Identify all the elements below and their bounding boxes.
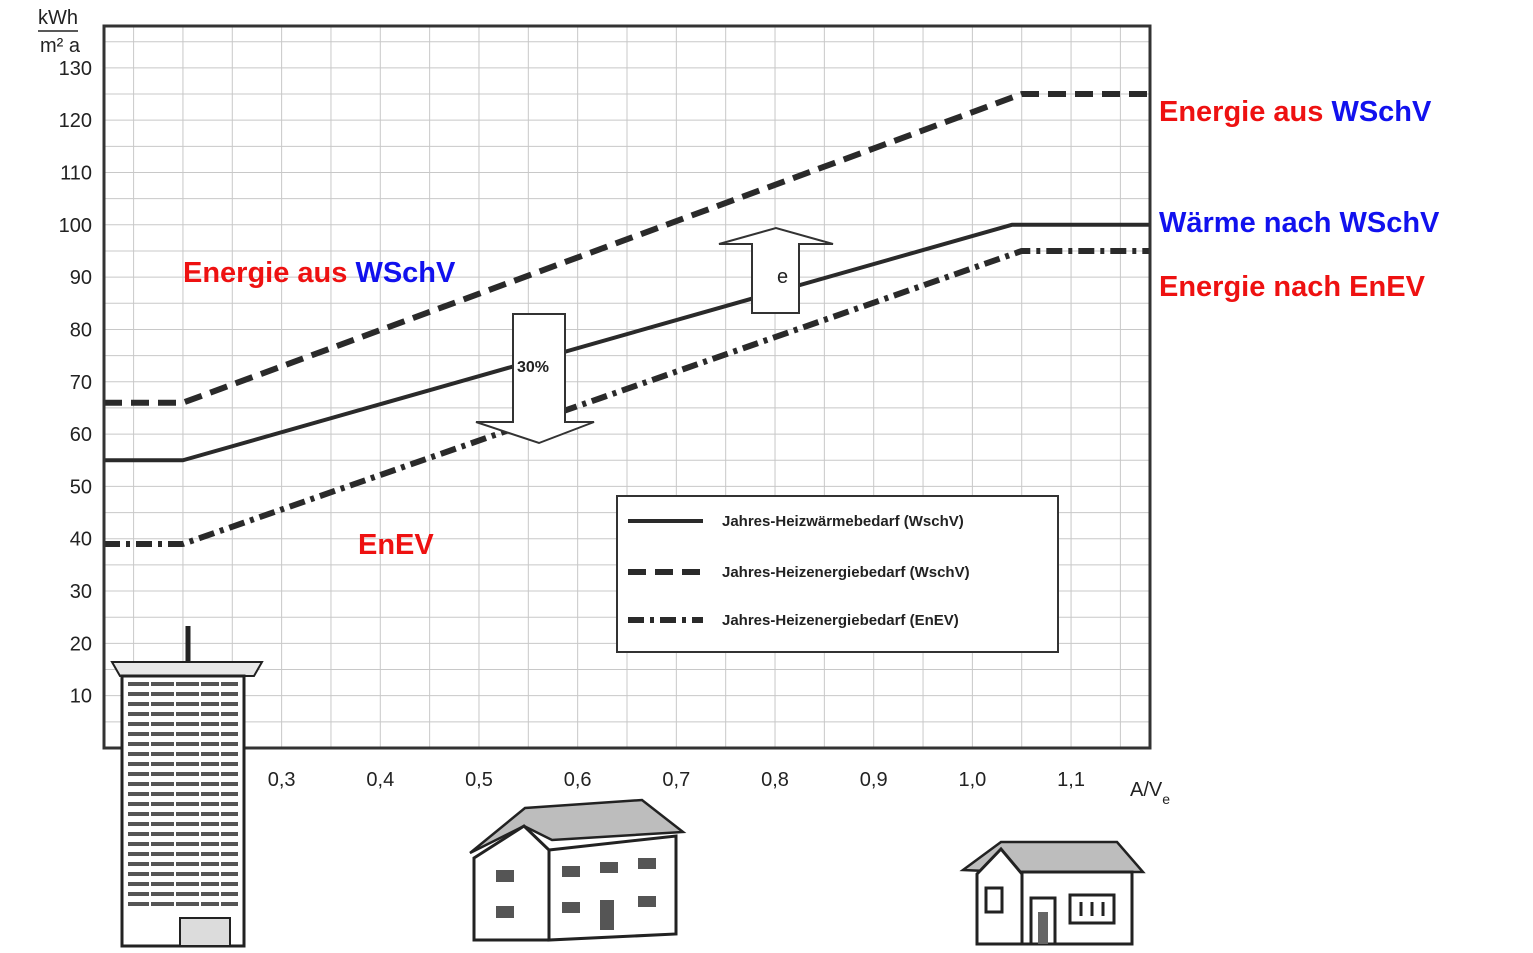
y-unit-denominator: m² a bbox=[40, 35, 81, 57]
annotation-waerme-right: Wärme nach WSchV bbox=[1159, 207, 1440, 239]
x-tick-label: 0,7 bbox=[662, 769, 690, 791]
annotation-energie-enev-right: Energie nach EnEV bbox=[1159, 271, 1426, 303]
legend-entry-2: Jahres-Heizenergiebedarf (WschV) bbox=[722, 564, 970, 581]
y-tick-label: 100 bbox=[59, 215, 92, 237]
legend-entry-1: Jahres-Heizwärmebedarf (WschV) bbox=[722, 513, 964, 530]
annotation-energie-aus-right: Energie aus WSchV bbox=[1159, 96, 1432, 128]
y-tick-label: 20 bbox=[70, 633, 92, 655]
series-line-solid bbox=[104, 222, 1150, 463]
y-tick-label: 90 bbox=[70, 267, 92, 289]
series-group bbox=[104, 91, 1150, 547]
y-tick-label: 80 bbox=[70, 319, 92, 341]
y-unit-numerator: kWh bbox=[38, 7, 78, 29]
x-tick-label: 0,3 bbox=[268, 769, 296, 791]
y-tick-label: 10 bbox=[70, 686, 92, 708]
difference-arrow-label: e bbox=[777, 266, 788, 288]
y-tick-label: 130 bbox=[59, 58, 92, 80]
y-tick-label: 30 bbox=[70, 581, 92, 603]
series-line-dashdot bbox=[104, 247, 1150, 547]
annotation-energie-aus-left: Energie aus WSchV bbox=[183, 257, 456, 289]
y-tick-label: 70 bbox=[70, 372, 92, 394]
legend: Jahres-Heizwärmebedarf (WschV) Jahres-He… bbox=[616, 495, 1059, 653]
y-tick-label: 40 bbox=[70, 529, 92, 551]
y-tick-label: 50 bbox=[70, 476, 92, 498]
x-tick-label: 0,5 bbox=[465, 769, 493, 791]
y-tick-label: 60 bbox=[70, 424, 92, 446]
x-tick-label: 0,4 bbox=[366, 769, 394, 791]
plot-frame bbox=[102, 24, 1152, 750]
y-tick-label: 120 bbox=[59, 110, 92, 132]
x-tick-label: 0,6 bbox=[564, 769, 592, 791]
reduction-arrow: 30% bbox=[475, 313, 595, 445]
difference-arrow: e bbox=[718, 226, 834, 314]
x-tick-label: 0,9 bbox=[860, 769, 888, 791]
x-tick-label: 0,8 bbox=[761, 769, 789, 791]
legend-entry-3: Jahres-Heizenergiebedarf (EnEV) bbox=[722, 612, 959, 629]
series-line-dashed bbox=[104, 91, 1150, 406]
apartment-house-illustration bbox=[469, 798, 687, 942]
reduction-arrow-label: 30% bbox=[517, 359, 549, 376]
y-tick-label: 110 bbox=[60, 162, 92, 184]
x-tick-label: 1,1 bbox=[1057, 769, 1085, 791]
highrise-building-illustration bbox=[110, 626, 264, 948]
x-axis-label: A/Ve bbox=[1130, 779, 1170, 807]
x-tick-label: 1,0 bbox=[958, 769, 986, 791]
small-house-illustration bbox=[959, 840, 1146, 946]
annotation-enev-left: EnEV bbox=[358, 529, 434, 561]
